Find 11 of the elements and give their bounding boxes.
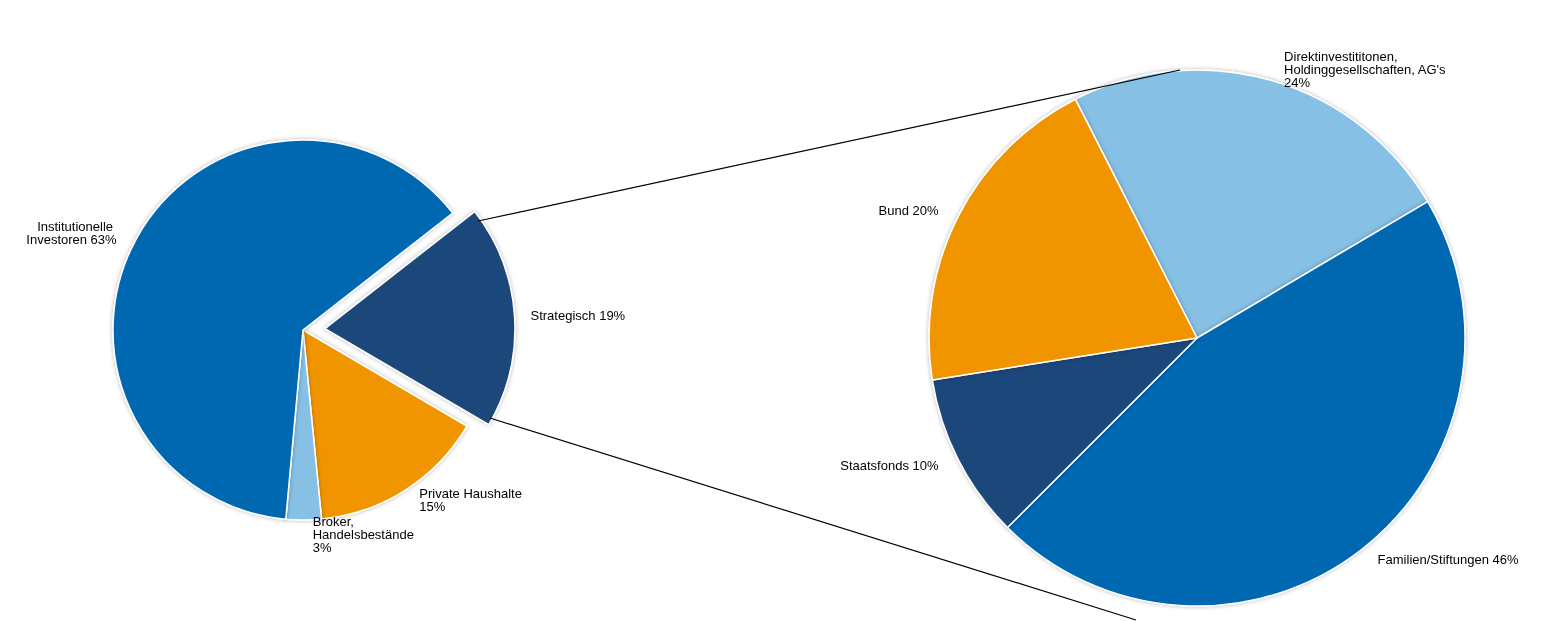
data-label: 24%	[1284, 74, 1311, 90]
slice-label: Institutionelle Investoren 63%	[26, 219, 118, 248]
slice-label: Familien/Stiftungen 46%	[1377, 551, 1519, 567]
slice-label: Broker, Handelsbestände	[312, 514, 418, 543]
slice-label: Bund 20%	[878, 203, 939, 219]
slice-label: Private Haushalte	[419, 486, 526, 502]
slice-label: Strategisch 19%	[530, 307, 626, 323]
data-label: 3%	[312, 540, 332, 556]
slice-label: Direktinvestititonen, Holdinggesellschaften, AG's	[1284, 48, 1450, 77]
data-label: 15%	[419, 499, 446, 515]
slice-label: Staatsfonds 10%	[840, 457, 939, 473]
